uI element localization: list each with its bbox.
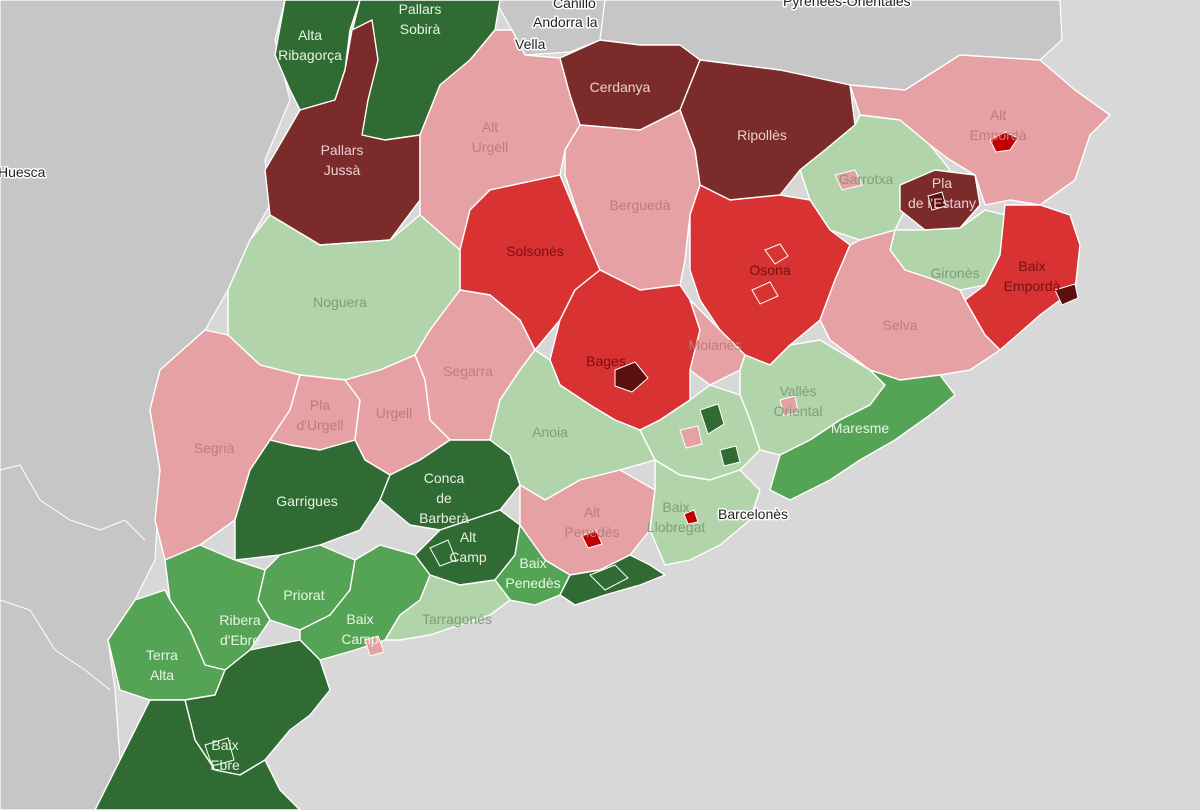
aragon-border-line	[0, 464, 146, 691]
patch-figueres	[989, 131, 1019, 153]
region-moianes[interactable]	[689, 299, 746, 386]
region-tarragones[interactable]	[384, 574, 511, 641]
patch-palamos	[1054, 283, 1079, 306]
patch-tarragona	[364, 635, 385, 657]
region-bergueda[interactable]	[564, 109, 701, 291]
region-montsia[interactable]	[94, 699, 301, 810]
patch-valles-2	[679, 425, 703, 449]
region-baix-emporda[interactable]	[964, 204, 1081, 351]
patch-valles-or	[779, 395, 799, 417]
patch-valles-3	[719, 445, 741, 467]
patch-coast-1	[589, 564, 629, 591]
patch-vilafranca	[581, 529, 603, 549]
municipality-patches	[204, 131, 1079, 767]
patch-banyoles	[927, 191, 947, 211]
patch-osona-south	[751, 281, 779, 305]
patch-conca	[429, 539, 457, 567]
patch-vic	[764, 243, 789, 265]
patch-llobregat	[683, 509, 699, 525]
region-maresme[interactable]	[769, 369, 956, 501]
patch-baix-ebre	[204, 737, 235, 767]
region-garrigues[interactable]	[234, 439, 391, 561]
region-baix-llobregat[interactable]	[649, 459, 761, 566]
region-conca-barbera[interactable]	[379, 439, 521, 531]
patch-manresa	[614, 361, 649, 393]
patch-garrotxa	[834, 169, 863, 191]
region-selva[interactable]	[819, 229, 1001, 381]
patch-valles-1	[699, 403, 725, 435]
region-osona[interactable]	[689, 184, 851, 366]
